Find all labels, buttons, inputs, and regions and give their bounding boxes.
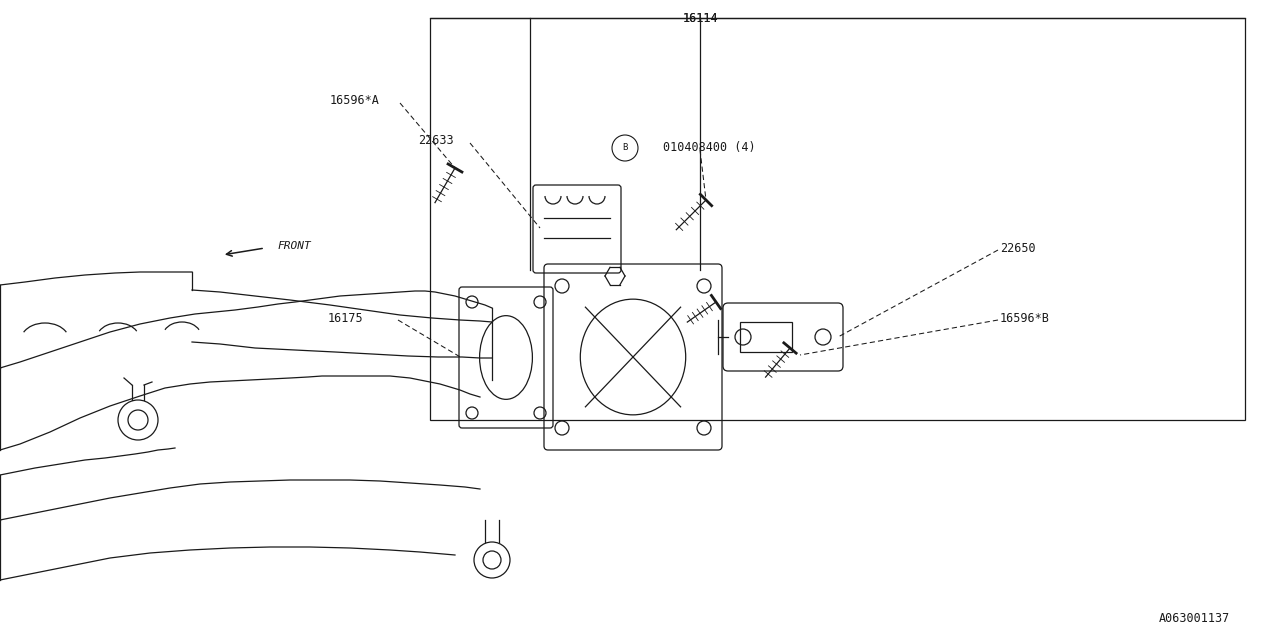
Text: 16114: 16114 — [682, 12, 718, 25]
Bar — [430, 18, 1245, 420]
Text: 16596*A: 16596*A — [330, 93, 380, 106]
Text: 22633: 22633 — [419, 134, 453, 147]
Text: 16114: 16114 — [682, 12, 718, 25]
Text: A063001137: A063001137 — [1158, 612, 1230, 625]
Text: 22650: 22650 — [1000, 241, 1036, 255]
Text: B: B — [622, 143, 627, 152]
Text: 010408400 (4): 010408400 (4) — [663, 141, 755, 154]
Text: 16175: 16175 — [328, 312, 364, 324]
Bar — [740, 322, 792, 352]
Text: 16596*B: 16596*B — [1000, 312, 1050, 324]
Text: FRONT: FRONT — [278, 241, 312, 251]
